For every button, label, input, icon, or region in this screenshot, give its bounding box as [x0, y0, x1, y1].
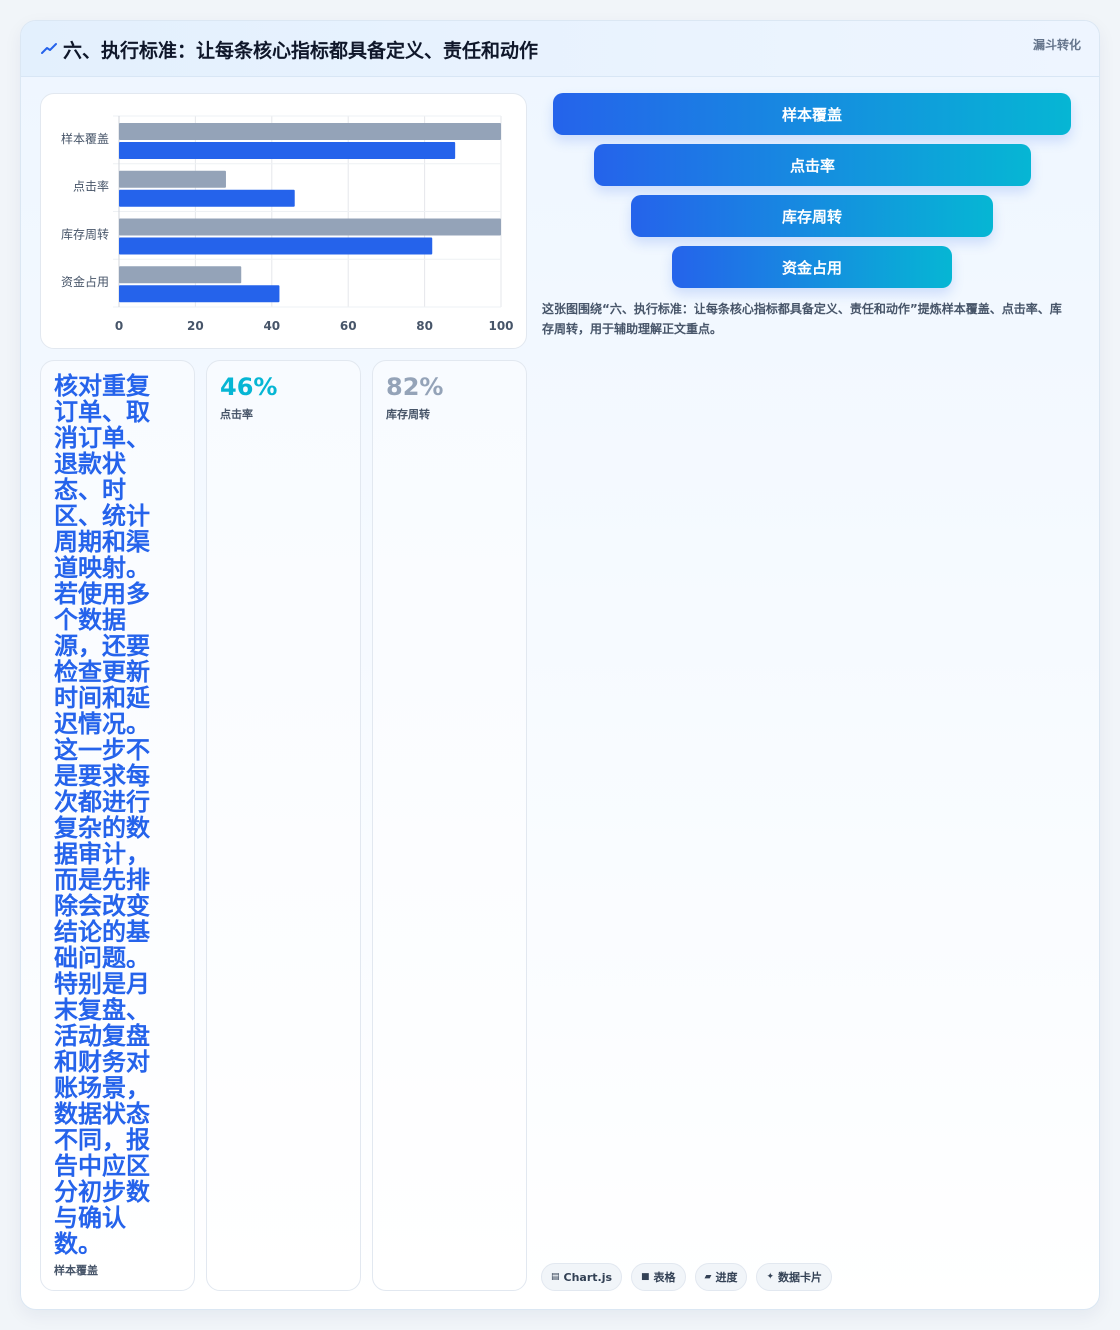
chart-icon: ▤ — [551, 1272, 560, 1282]
x-tick-label: 20 — [187, 319, 204, 333]
chip-label: Chart.js — [563, 1270, 613, 1284]
bar-chart-panel: 0 20 40 60 80 100 样本覆盖点击率库存周转资金占用 — [40, 93, 527, 349]
y-category-label: 点击率 — [73, 179, 109, 194]
x-tick-label: 0 — [115, 319, 123, 333]
y-category-label: 资金占用 — [61, 274, 109, 289]
stat-value: 82% — [386, 373, 444, 401]
report-card: 六、执行标准：让每条核心指标都具备定义、责任和动作 漏斗转化 0 20 40 60 80… — [20, 20, 1100, 1310]
trend-icon — [41, 43, 57, 54]
bar — [119, 218, 501, 236]
bar — [119, 142, 456, 159]
chart-type-tag: 漏斗转化 — [1032, 38, 1081, 52]
x-tick-label: 60 — [340, 319, 357, 333]
stat-label: 库存周转 — [386, 408, 430, 421]
bar — [119, 266, 242, 284]
chart-caption: 这张图围绕“六、执行标准：让每条核心指标都具备定义、责任和动作”提炼样本覆盖、点… — [542, 302, 1062, 336]
stat-label: 样本覆盖 — [54, 1264, 98, 1277]
funnel-step: 样本覆盖 — [553, 93, 1071, 135]
funnel-chart: 样本覆盖 点击率 库存周转 资金占用 — [541, 93, 1081, 293]
tool-chips: ▤ Chart.js ■ 表格 ▰ 进度 ✦ 数据卡片 — [541, 1263, 833, 1293]
stat-label: 点击率 — [220, 408, 253, 421]
chip-label: 数据卡片 — [778, 1271, 823, 1284]
y-category-label: 库存周转 — [61, 226, 109, 241]
chip-label: 进度 — [715, 1271, 738, 1284]
text-stat-card: 核对重复订单、取消订单、退款状态、时区、统计周期和渠道映射。若使用多个数据源，还… — [40, 360, 195, 1291]
stat-card-click-rate: 46% 点击率 — [206, 360, 361, 1291]
x-tick-label: 40 — [263, 319, 280, 333]
bar — [119, 237, 433, 255]
x-tick-label: 80 — [416, 319, 433, 333]
page-title: 六、执行标准：让每条核心指标都具备定义、责任和动作 — [63, 40, 539, 62]
stat-card-inventory: 82% 库存周转 — [372, 360, 527, 1291]
table-icon: ■ — [641, 1272, 650, 1282]
funnel-step: 库存周转 — [631, 195, 993, 237]
bar — [119, 170, 226, 188]
x-tick-label: 100 — [488, 319, 513, 333]
funnel-step: 点击率 — [594, 144, 1031, 186]
stat-value: 46% — [220, 373, 278, 401]
sparkle-icon: ✦ — [766, 1272, 775, 1282]
y-category-label: 样本覆盖 — [61, 131, 109, 146]
chip-chartjs[interactable]: ▤ Chart.js — [541, 1263, 623, 1291]
stat-body-text: 核对重复订单、取消订单、退款状态、时区、统计周期和渠道映射。若使用多个数据源，还… — [54, 372, 150, 1258]
funnel-step: 资金占用 — [672, 246, 952, 288]
bar — [119, 189, 295, 207]
bar — [119, 285, 280, 303]
bar — [119, 123, 501, 140]
card-header: 六、执行标准：让每条核心指标都具备定义、责任和动作 漏斗转化 — [21, 21, 1099, 77]
progress-icon: ▰ — [704, 1272, 712, 1282]
chip-label: 表格 — [653, 1271, 676, 1284]
chip-progress[interactable]: ▰ 进度 — [694, 1263, 748, 1291]
chip-table[interactable]: ■ 表格 — [631, 1263, 686, 1291]
chip-data-card[interactable]: ✦ 数据卡片 — [756, 1263, 833, 1291]
